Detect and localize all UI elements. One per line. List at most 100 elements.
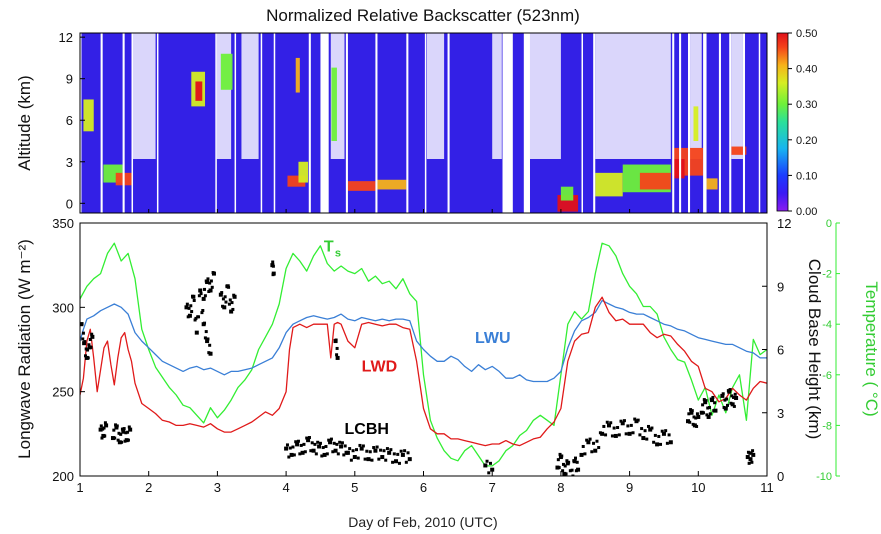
- lcbh-point: [406, 451, 410, 455]
- lcbh-point: [99, 424, 103, 428]
- lcbh-point: [727, 389, 732, 394]
- lcbh-point: [604, 433, 608, 437]
- no-data-gap: [308, 33, 311, 213]
- lcbh-point: [704, 399, 708, 403]
- lcbh-point: [117, 431, 121, 435]
- cloud-base-tick-label: 12: [777, 216, 791, 231]
- lcbh-point: [83, 340, 87, 344]
- lcbh-point: [120, 427, 124, 431]
- lcbh-point: [723, 406, 728, 411]
- lcbh-point: [328, 440, 333, 445]
- lcbh-point: [345, 450, 350, 455]
- lcbh-point: [208, 288, 213, 293]
- lcbh-point: [490, 467, 495, 472]
- lcbh-point: [114, 425, 119, 430]
- lcbh-point: [232, 294, 237, 299]
- lcbh-point: [583, 452, 587, 456]
- lcbh-point: [363, 457, 367, 461]
- lcbh-point: [126, 430, 130, 434]
- lcbh-point: [730, 394, 734, 398]
- lcbh-point: [194, 330, 199, 335]
- lcbh-point: [102, 426, 106, 430]
- lcbh-point: [560, 454, 564, 458]
- lcbh-point: [488, 461, 492, 465]
- day-tick-label: 2: [145, 480, 152, 495]
- lcbh-point: [617, 433, 621, 437]
- lcbh-point: [627, 431, 632, 436]
- lcbh-point: [558, 452, 562, 456]
- longwave-tick-label: 200: [52, 469, 74, 484]
- lcbh-point: [309, 449, 313, 453]
- lcbh-point: [382, 449, 386, 453]
- lcbh-point: [218, 292, 223, 297]
- lcbh-point: [223, 295, 227, 299]
- lcbh-point: [687, 412, 691, 416]
- day-tick-label: 6: [420, 480, 427, 495]
- day-tick-label: 7: [489, 480, 496, 495]
- colorbar-tick-label: 0.10: [796, 170, 817, 182]
- lcbh-point: [707, 405, 711, 409]
- cloud-layer: [220, 53, 233, 90]
- colorbar: [776, 32, 789, 212]
- lcbh-point: [361, 444, 365, 448]
- lcbh-point: [692, 415, 696, 419]
- lcbh-point: [699, 410, 704, 415]
- no-data-gap: [131, 33, 134, 213]
- day-tick-label: 3: [214, 480, 221, 495]
- lcbh-point: [271, 271, 276, 276]
- colorbar-tick-label: 0.40: [796, 64, 817, 76]
- lcbh-point: [110, 436, 115, 441]
- lcbh-point: [634, 419, 639, 424]
- lcbh-point: [359, 446, 364, 451]
- lcbh-point: [392, 452, 396, 456]
- lcbh-point: [303, 450, 307, 454]
- lcbh-point: [120, 440, 124, 444]
- lcbh-point: [311, 448, 316, 453]
- lcbh-point: [631, 431, 635, 435]
- lcbh-point: [372, 446, 376, 450]
- lcbh-point: [749, 451, 753, 455]
- lcbh-point: [127, 425, 131, 429]
- cloud-layer: [195, 81, 203, 101]
- lcbh-point: [636, 418, 640, 422]
- lcbh-point: [205, 339, 210, 344]
- lcbh-point: [708, 412, 712, 416]
- no-data-gap: [687, 33, 691, 213]
- lcbh-point: [568, 469, 572, 473]
- lcbh-point: [641, 436, 646, 441]
- lcbh-point: [335, 353, 339, 357]
- lcbh-point: [725, 403, 729, 407]
- lcbh-point: [86, 348, 90, 352]
- lcbh-point: [210, 285, 214, 289]
- lcbh-point: [355, 448, 359, 452]
- cloud-layer: [595, 172, 623, 197]
- lcbh-point: [655, 442, 660, 447]
- no-data-gap: [742, 33, 746, 213]
- lcbh-point: [597, 446, 601, 450]
- lcbh-point: [620, 421, 625, 426]
- lcbh-point: [694, 416, 698, 420]
- lcbh-point: [593, 448, 598, 453]
- lcbh-point: [403, 449, 407, 453]
- clear-sky-region: [216, 33, 232, 159]
- day-tick-label: 9: [626, 480, 633, 495]
- lcbh-point: [198, 288, 203, 293]
- lcbh-point: [723, 398, 727, 402]
- lcbh-point: [314, 452, 318, 456]
- lcbh-point: [711, 395, 715, 399]
- lcbh-point: [86, 356, 90, 360]
- lcbh-point: [665, 441, 669, 445]
- lcbh-point: [629, 423, 633, 427]
- colorbar-tick-label: 0.30: [796, 99, 817, 111]
- lcbh-point: [294, 440, 298, 444]
- series-label: LWU: [475, 330, 511, 347]
- lcbh-point: [373, 448, 378, 453]
- lcbh-point: [592, 441, 596, 445]
- lcbh-point: [590, 450, 594, 454]
- lcbh-point: [689, 410, 694, 415]
- lcbh-point: [187, 313, 192, 318]
- lcbh-point: [389, 448, 393, 452]
- lcbh-point: [695, 424, 699, 428]
- lcbh-point: [725, 397, 729, 401]
